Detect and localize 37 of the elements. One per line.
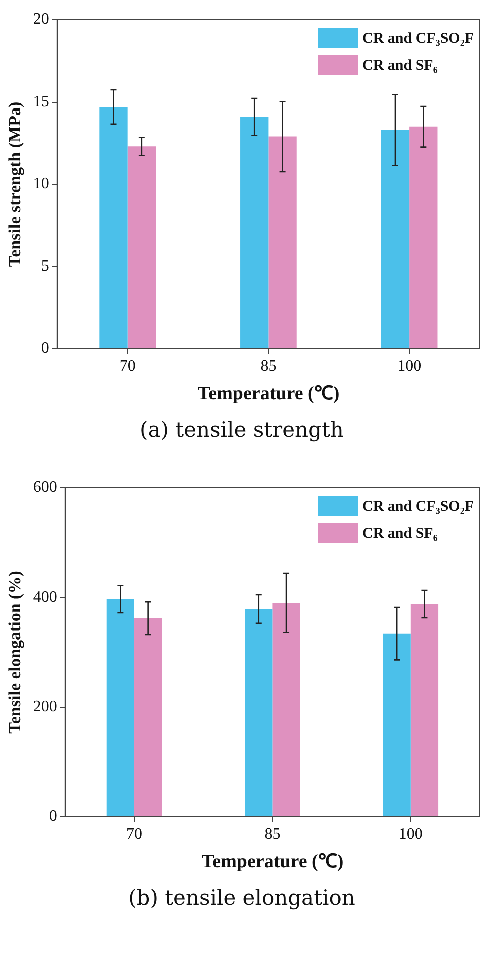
- y-axis-title: Tensile elongation (%): [6, 571, 25, 734]
- y-tick-label: 600: [33, 479, 58, 496]
- x-axis-title: Temperature (℃): [202, 852, 344, 873]
- y-tick-label: 10: [33, 176, 50, 193]
- legend-label: CR and CF₃SO₂F: [362, 30, 474, 47]
- y-tick-label: 200: [33, 698, 58, 716]
- x-tick-label: 70: [120, 358, 136, 375]
- bar: [268, 136, 297, 348]
- legend-label: CR and SF₆: [362, 58, 438, 74]
- legend-label: CR and SF₆: [362, 526, 438, 542]
- legend-label: CR and CF₃SO₂F: [362, 498, 474, 515]
- bar: [410, 126, 438, 348]
- bar: [100, 107, 128, 348]
- bar: [134, 618, 162, 816]
- y-tick-label: 15: [33, 93, 50, 110]
- y-tick-label: 5: [41, 258, 50, 275]
- bar: [381, 130, 410, 348]
- y-tick-label: 0: [41, 340, 50, 358]
- bar: [383, 634, 411, 816]
- x-tick-label: 100: [398, 358, 422, 375]
- bar: [128, 146, 156, 348]
- bar: [272, 603, 300, 816]
- bar: [245, 609, 273, 816]
- x-tick-label: 85: [264, 826, 281, 843]
- x-axis-title: Temperature (℃): [198, 384, 340, 405]
- x-tick-label: 70: [126, 826, 142, 843]
- text: (a) tensile strength: [139, 417, 345, 444]
- bar: [106, 599, 134, 816]
- bar: [410, 604, 439, 816]
- x-tick-label: 100: [398, 826, 423, 843]
- text: (b) tensile elongation: [128, 885, 356, 912]
- bar: [240, 117, 269, 348]
- x-tick-label: 85: [260, 358, 277, 375]
- y-tick-label: 20: [33, 11, 50, 28]
- y-tick-label: 400: [33, 588, 58, 606]
- y-tick-label: 0: [49, 808, 58, 826]
- y-axis-title: Tensile strength (MPa): [6, 102, 25, 268]
